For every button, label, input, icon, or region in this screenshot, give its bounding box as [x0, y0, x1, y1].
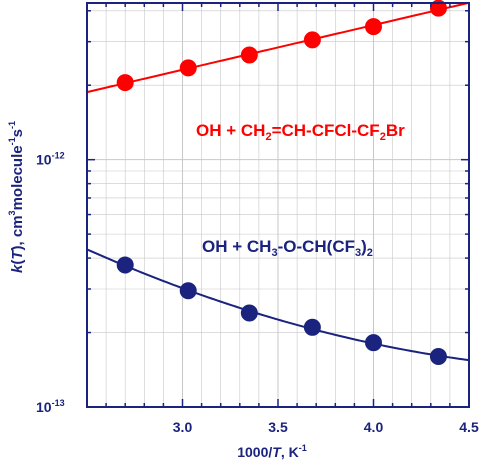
data-point-series-2 [429, 348, 447, 366]
data-point-series-2 [116, 256, 134, 274]
y-tick-label: 10-12 [36, 151, 65, 168]
y-axis-label-var: T [9, 249, 26, 260]
x-tick-labels: 3.0 3.5 4.0 4.5 [173, 419, 479, 435]
annotation-series-1-part: OH + CH [196, 121, 265, 140]
x-axis-label-part: 1000/ [237, 444, 272, 460]
data-point-series-2 [365, 334, 382, 352]
y-axis-label-sup: -1 [7, 137, 17, 145]
fit-curves [86, 1, 470, 362]
y-axis-label-part: ), cm [9, 215, 26, 250]
annotation-series-1: OH + CH2=CH-CFCl-CF2Br [196, 121, 405, 143]
data-point-series-2 [303, 318, 321, 336]
y-axis-label-part: molecule [9, 145, 26, 210]
data-point-series-1 [116, 74, 134, 92]
x-axis-label-part: , K [281, 444, 299, 460]
annotation-series-2-part: -O-CH(CF [278, 237, 355, 256]
annotation-series-2-sub: 3 [355, 247, 361, 259]
x-tick-label: 4.0 [364, 419, 384, 435]
annotation-series-2-sub: 3 [271, 247, 277, 259]
x-axis-label: 1000/T, K-1 [237, 443, 307, 460]
x-tick-label: 3.5 [268, 419, 288, 435]
y-axis-label: k(T), cm3molecule-1s-1 [7, 121, 26, 273]
annotation-series-2-part: OH + CH [202, 237, 271, 256]
x-axis-label-var: T [272, 444, 282, 460]
data-point-series-2 [179, 282, 197, 300]
y-tick-label-exponent: -12 [52, 151, 65, 161]
y-axis-label-part: ( [9, 260, 26, 265]
data-point-series-1 [240, 46, 258, 64]
annotation-series-1-sub: 2 [380, 131, 386, 143]
data-point-series-1 [365, 18, 382, 36]
y-axis-label-sup: -1 [7, 121, 17, 129]
y-tick-label-exponent: -13 [52, 398, 65, 408]
fit-curve-2 [86, 248, 470, 362]
fit-curve-1 [86, 1, 470, 94]
annotation-series-1-part: =CH-CFCl-CF [272, 121, 380, 140]
y-axis-label-var: k [9, 264, 26, 273]
annotation-series-2-sub: 2 [367, 247, 373, 259]
annotation-series-1-part: Br [386, 121, 405, 140]
y-axis-label-sup: 3 [7, 210, 17, 215]
y-tick-label-base: 10 [36, 152, 52, 168]
y-tick-label-base: 10 [36, 399, 52, 415]
y-tick-label: 10-13 [36, 398, 65, 415]
x-axis-label-sup: -1 [299, 443, 307, 453]
data-point-series-1 [429, 0, 447, 17]
ticks [87, 3, 469, 407]
data-point-series-1 [303, 31, 321, 49]
annotation-series-1-sub: 2 [265, 131, 271, 143]
annotation-series-2-part: ) [361, 237, 367, 256]
grid-layer [87, 3, 469, 407]
y-axis-label-part: s [9, 129, 26, 137]
x-tick-label: 3.0 [173, 419, 193, 435]
data-points [116, 0, 447, 366]
annotation-series-2: OH + CH3-O-CH(CF3)2 [202, 237, 373, 259]
data-point-series-1 [179, 59, 197, 77]
x-tick-label: 4.5 [459, 419, 479, 435]
data-point-series-2 [240, 304, 258, 322]
